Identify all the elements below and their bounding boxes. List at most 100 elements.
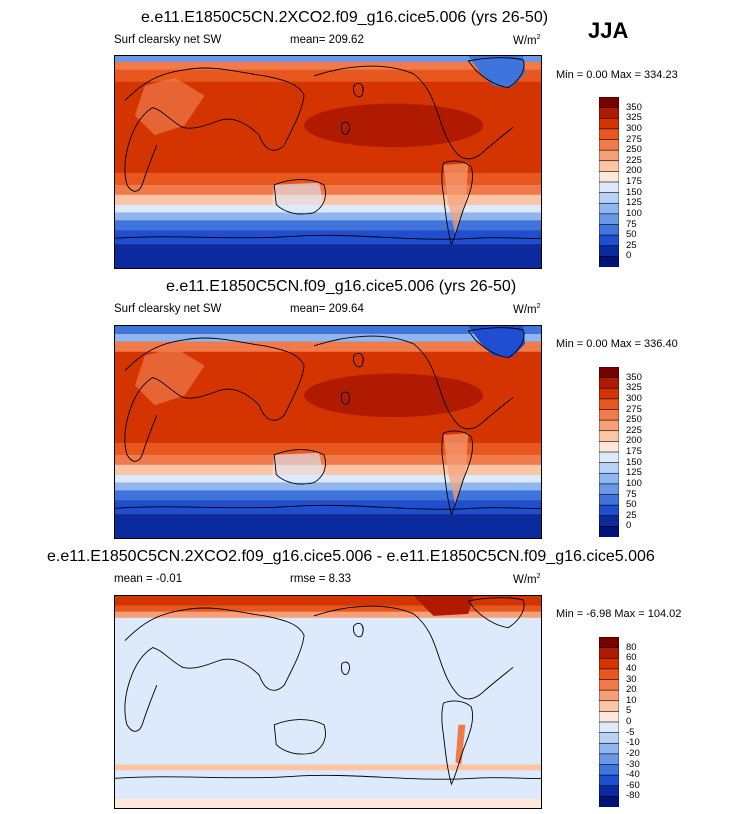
- panel-2-variable-label: Surf clearsky net SW: [114, 303, 222, 315]
- colorbar-2-tick-label: 350: [626, 371, 642, 383]
- colorbar-1-tick-label: 100: [626, 207, 642, 219]
- colorbar-3-swatch: [599, 785, 619, 798]
- colorbar-3-tick-label: -5: [626, 726, 635, 738]
- colorbar-2-tick-label: 150: [626, 456, 642, 468]
- panel-1-colorbar-svg: [599, 97, 619, 267]
- map3-andes-feature: [455, 724, 466, 765]
- panel-2-minmax: Min = 0.00 Max = 336.40: [556, 338, 678, 350]
- colorbar-3-tick-label: -40: [626, 769, 640, 781]
- map2-band-south-1: [115, 454, 541, 465]
- map1-band-south-5: [115, 220, 541, 231]
- map1-africa-arabia: [134, 77, 205, 136]
- map3-coastlines: [115, 597, 541, 786]
- colorbar-2-swatch: [599, 504, 619, 517]
- map1-band-south-4: [115, 212, 541, 221]
- map1-band-south-3: [115, 204, 541, 213]
- map3-arctic-hotspot: [413, 596, 474, 616]
- colorbar-2-tick-label: 275: [626, 403, 642, 415]
- map2-north-mid-band: [115, 333, 541, 342]
- panel-2-colorbar-svg: [599, 367, 619, 537]
- panel-3-minmax: Min = -6.98 Max = 104.02: [556, 608, 682, 620]
- colorbar-3-swatch: [599, 657, 619, 670]
- colorbar-3-swatch: [599, 732, 619, 745]
- map3-arctic-band-3: [115, 611, 541, 618]
- map1-arctic-band: [115, 56, 541, 62]
- colorbar-2-tick-label: 300: [626, 392, 642, 404]
- colorbar-1-swatch: [599, 202, 619, 215]
- map2-australia: [272, 452, 325, 485]
- map2-band-south-2: [115, 464, 541, 475]
- colorbar-2-swatch: [599, 462, 619, 475]
- colorbar-3-tick-label: 30: [626, 673, 637, 685]
- panel-2-map-svg: [115, 326, 541, 538]
- colorbar-3-tick-label: 0: [626, 716, 632, 727]
- colorbar-3-swatch: [599, 700, 619, 713]
- map1-north-band: [115, 69, 541, 82]
- map1-coastlines: [115, 57, 541, 246]
- colorbar-1-swatch: [599, 160, 619, 173]
- colorbar-3-swatch: [599, 711, 619, 723]
- colorbar-3-tick-label: 60: [626, 652, 637, 664]
- colorbar-2-swatch: [599, 387, 619, 400]
- colorbar-1-swatch: [599, 181, 619, 194]
- colorbar-2-swatch: [599, 483, 619, 496]
- panel-1-title: e.e11.E1850C5CN.2XCO2.f09_g16.cice5.006 …: [141, 9, 549, 26]
- colorbar-2-swatch: [599, 377, 619, 390]
- colorbar-2-swatch: [599, 441, 619, 453]
- colorbar-3-tick-label: 5: [626, 705, 632, 717]
- panel-2-units: W/m2: [513, 303, 541, 316]
- map2-nh-maximum: [304, 373, 484, 418]
- colorbar-1-tick-label: 25: [626, 239, 637, 251]
- colorbar-2-swatch: [599, 494, 619, 506]
- panel-2-map: [114, 325, 542, 539]
- colorbar-1-swatch: [599, 107, 619, 120]
- colorbar-2-tick-label: 325: [626, 382, 642, 394]
- panel-1-map: [114, 55, 542, 269]
- colorbar-1-swatch: [599, 139, 619, 151]
- map2-band-south-6: [115, 500, 541, 515]
- map3-arctic-band: [115, 596, 541, 606]
- colorbar-1-tick-label: 225: [626, 154, 642, 166]
- colorbar-1-swatch: [599, 97, 619, 109]
- colorbar-3-swatch: [599, 637, 619, 649]
- colorbar-2-swatch: [599, 409, 619, 421]
- panel-2-colorbar: [599, 367, 619, 537]
- colorbar-1-swatch: [599, 213, 619, 226]
- colorbar-2-tick-label: 100: [626, 477, 642, 489]
- colorbar-2-tick-label: 75: [626, 488, 637, 500]
- map1-south-america: [443, 162, 469, 235]
- colorbar-2-tick-label: 50: [626, 499, 637, 511]
- map2-africa-arabia: [134, 347, 205, 406]
- season-label: JJA: [588, 18, 629, 43]
- map3-arctic-band-2: [115, 605, 541, 612]
- colorbar-1-swatch: [599, 245, 619, 258]
- panel-1-mean-label: mean= 209.62: [290, 34, 364, 46]
- map1-tropics-south-band: [115, 172, 541, 185]
- colorbar-1-swatch: [599, 149, 619, 162]
- map3-antarctic-band: [115, 799, 541, 808]
- colorbar-3-tick-label: -10: [626, 737, 640, 749]
- map1-antarctic-band: [115, 244, 541, 268]
- map1-band-south-2: [115, 194, 541, 205]
- colorbar-2-swatch: [599, 451, 619, 464]
- colorbar-2-swatch: [599, 419, 619, 432]
- colorbar-2-swatch: [599, 526, 619, 537]
- map1-nh-maximum: [304, 103, 484, 148]
- map3-southern-band: [115, 764, 541, 771]
- panel-2-title: e.e11.E1850C5CN.f09_g16.cice5.006 (yrs 2…: [166, 278, 517, 295]
- panel-2-mean-label: mean= 209.64: [290, 303, 364, 315]
- panel-1-colorbar: [599, 97, 619, 267]
- colorbar-3-swatch: [599, 796, 619, 807]
- map2-south-america: [443, 432, 469, 505]
- map2-coastlines: [115, 327, 541, 516]
- map2-greenland-ice: [468, 326, 526, 358]
- colorbar-1-tick-label: 350: [626, 101, 642, 113]
- panel-3-mean-label: mean = -0.01: [114, 573, 183, 585]
- colorbar-3-tick-label: -20: [626, 747, 640, 759]
- colorbar-3-swatch: [599, 647, 619, 660]
- map2-tropics-south-band: [115, 442, 541, 455]
- colorbar-3-tick-label: 10: [626, 694, 637, 706]
- colorbar-2-tick-label: 225: [626, 424, 642, 436]
- colorbar-1-swatch: [599, 117, 619, 130]
- colorbar-2-swatch: [599, 515, 619, 528]
